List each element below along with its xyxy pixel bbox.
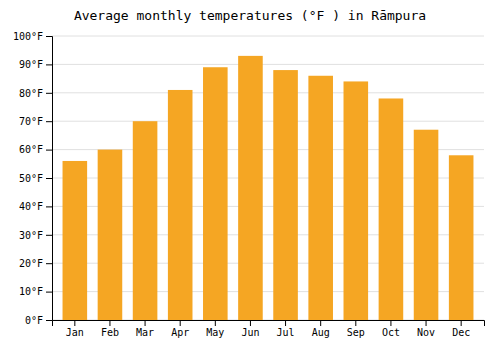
bar xyxy=(308,76,333,320)
y-tick: 30°F xyxy=(19,230,52,241)
y-tick-mark xyxy=(46,320,52,321)
y-tick: 90°F xyxy=(19,59,52,70)
y-tick-label: 100°F xyxy=(13,31,43,42)
bar xyxy=(133,121,158,320)
x-tick-mark xyxy=(74,320,75,326)
x-tick-label: Jan xyxy=(66,327,84,338)
bar xyxy=(379,98,404,320)
x-tick: Oct xyxy=(382,320,400,338)
y-tick-label: 10°F xyxy=(19,286,43,297)
x-tick-label: Oct xyxy=(382,327,400,338)
y-tick-mark xyxy=(46,36,52,37)
x-tick: Aug xyxy=(312,320,330,338)
x-tick-label: Aug xyxy=(312,327,330,338)
y-tick-mark xyxy=(46,263,52,264)
y-tick: 40°F xyxy=(19,201,52,212)
y-tick-label: 70°F xyxy=(19,116,43,127)
y-tick-mark xyxy=(46,206,52,207)
grid-line xyxy=(52,64,484,65)
y-tick: 60°F xyxy=(19,144,52,155)
bar xyxy=(168,90,193,320)
bar xyxy=(98,150,123,320)
x-tick-mark xyxy=(109,320,110,326)
y-tick-label: 40°F xyxy=(19,201,43,212)
y-tick: 50°F xyxy=(19,173,52,184)
y-tick-label: 50°F xyxy=(19,173,43,184)
x-tick-mark xyxy=(285,320,286,326)
chart: Average monthly temperatures (°F ) in Rā… xyxy=(0,0,500,350)
y-axis-line xyxy=(46,37,53,321)
x-axis: Jan Feb Mar Apr May Jun Jul Aug Sep Oct Nov Dec xyxy=(53,320,485,338)
grid-line xyxy=(52,92,484,93)
bar xyxy=(238,56,263,320)
x-tick-mark xyxy=(390,320,391,326)
x-tick: Apr xyxy=(171,320,189,338)
bar xyxy=(273,70,298,320)
x-tick: Jun xyxy=(241,320,259,338)
plot: 0°F 10°F 20°F 30°F 40°F 50°F 60°F 70°F 80°F 90°F 1… xyxy=(13,31,485,338)
y-tick-label: 30°F xyxy=(19,230,43,241)
x-tick-mark xyxy=(461,320,462,326)
grid xyxy=(52,36,484,320)
y-tick: 100°F xyxy=(13,31,52,42)
x-tick: Jul xyxy=(277,320,295,338)
x-tick-mark xyxy=(426,320,427,326)
y-tick-mark xyxy=(46,150,52,151)
y-tick-mark xyxy=(46,121,52,122)
x-tick: Dec xyxy=(452,320,470,338)
y-tick: 80°F xyxy=(19,88,52,99)
bar xyxy=(449,155,474,320)
x-tick: May xyxy=(206,320,224,338)
y-axis: 0°F 10°F 20°F 30°F 40°F 50°F 60°F 70°F 80°F 90°F 1… xyxy=(13,31,53,326)
x-axis-line xyxy=(53,321,485,327)
grid-line xyxy=(52,121,484,122)
bar xyxy=(203,67,228,320)
y-tick-label: 90°F xyxy=(19,59,43,70)
x-tick-mark xyxy=(180,320,181,326)
x-tick: Jan xyxy=(66,320,84,338)
x-tick-label: Jun xyxy=(241,327,259,338)
x-tick-label: May xyxy=(206,327,224,338)
y-tick-label: 60°F xyxy=(19,144,43,155)
y-tick-mark xyxy=(46,235,52,236)
bars xyxy=(63,56,474,320)
bar xyxy=(414,130,439,320)
x-tick-label: Nov xyxy=(417,327,435,338)
y-tick: 0°F xyxy=(25,315,52,326)
x-tick-label: Jul xyxy=(277,327,295,338)
y-tick-label: 20°F xyxy=(19,258,43,269)
x-tick-label: Sep xyxy=(347,327,365,338)
x-tick-label: Dec xyxy=(452,327,470,338)
y-tick-mark xyxy=(46,93,52,94)
grid-line xyxy=(52,36,484,37)
x-tick: Sep xyxy=(347,320,365,338)
bar xyxy=(63,161,88,320)
y-tick: 10°F xyxy=(19,286,52,297)
x-tick-label: Feb xyxy=(101,327,119,338)
y-tick: 70°F xyxy=(19,116,52,127)
y-tick-label: 80°F xyxy=(19,88,43,99)
x-tick: Feb xyxy=(101,320,119,338)
x-tick: Mar xyxy=(136,320,154,338)
x-tick: Nov xyxy=(417,320,435,338)
x-tick-mark xyxy=(320,320,321,326)
x-tick-mark xyxy=(250,320,251,326)
y-tick-mark xyxy=(46,292,52,293)
x-tick-label: Apr xyxy=(171,327,189,338)
y-tick-mark xyxy=(46,178,52,179)
x-tick-label: Mar xyxy=(136,327,154,338)
bar xyxy=(344,81,369,320)
title: Average monthly temperatures (°F ) in Rā… xyxy=(74,8,426,23)
x-tick-mark xyxy=(215,320,216,326)
y-tick: 20°F xyxy=(19,258,52,269)
y-tick-mark xyxy=(46,64,52,65)
x-tick-mark xyxy=(145,320,146,326)
x-tick-mark xyxy=(355,320,356,326)
y-tick-label: 0°F xyxy=(25,315,43,326)
